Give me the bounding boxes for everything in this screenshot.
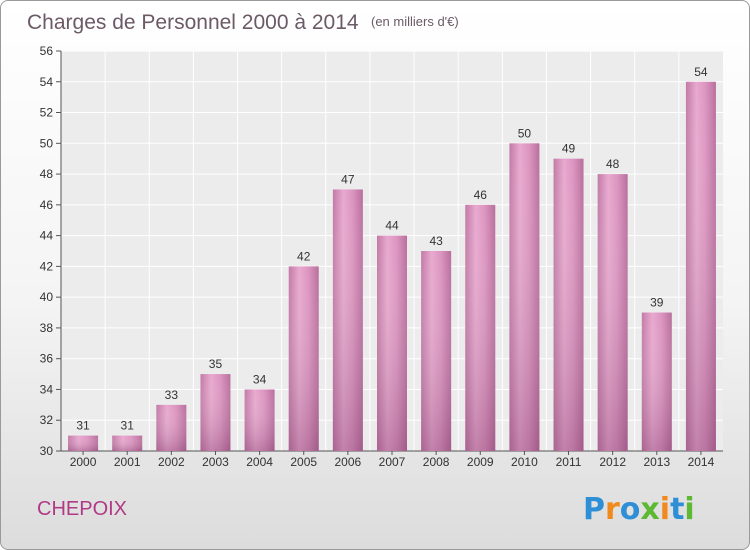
x-tick-label: 2007 xyxy=(379,455,406,469)
bar-shade xyxy=(597,174,628,452)
x-tick-label: 2013 xyxy=(643,455,670,469)
bar-shade xyxy=(685,81,716,452)
bar-shade xyxy=(112,435,143,451)
data-label: 31 xyxy=(121,419,135,433)
data-label: 39 xyxy=(650,296,664,310)
x-tick-label: 2012 xyxy=(599,455,626,469)
data-label: 42 xyxy=(297,249,311,263)
x-tick-label: 2011 xyxy=(556,455,582,469)
label-layer: 31 31 33 35 34 42 47 44 43 46 50 49 48 39 54 xyxy=(76,65,708,433)
data-label: 47 xyxy=(341,172,355,186)
commune-name: CHEPOIX xyxy=(37,498,127,520)
bar-shade xyxy=(421,251,452,451)
bar-layer xyxy=(68,81,716,452)
logo-letter: o xyxy=(620,492,641,527)
data-label: 44 xyxy=(385,219,399,233)
y-tick-label: 52 xyxy=(40,106,54,120)
y-tick-label: 34 xyxy=(40,382,54,396)
bar-shade xyxy=(553,158,584,451)
data-label: 50 xyxy=(518,126,532,140)
data-label: 48 xyxy=(606,157,620,171)
x-tick-label: 2004 xyxy=(246,455,273,469)
data-label: 49 xyxy=(562,142,576,156)
x-tick-label: 2009 xyxy=(467,455,494,469)
y-tick-label: 50 xyxy=(40,136,54,150)
y-tick-label: 54 xyxy=(40,75,54,89)
bar-shade xyxy=(465,204,496,451)
logo-letter: r xyxy=(605,492,620,527)
data-label: 43 xyxy=(429,234,443,248)
y-tick-label: 30 xyxy=(40,444,54,458)
bar-shade xyxy=(244,389,275,451)
y-tick-label: 40 xyxy=(40,290,54,304)
x-tick-label: 2014 xyxy=(688,455,715,469)
x-tick-label: 2010 xyxy=(511,455,538,469)
x-tick-label: 2003 xyxy=(202,455,229,469)
data-label: 31 xyxy=(76,419,90,433)
bar-shade xyxy=(641,312,672,451)
data-label: 54 xyxy=(694,65,708,79)
x-tick-label: 2005 xyxy=(290,455,317,469)
bar-shade xyxy=(509,143,540,452)
x-tick-label: 2002 xyxy=(158,455,185,469)
bar-shade xyxy=(288,266,319,451)
logo-letter: i xyxy=(660,492,670,527)
y-tick-label: 38 xyxy=(40,321,54,335)
y-tick-label: 32 xyxy=(40,413,54,427)
logo-letter: t xyxy=(670,492,684,527)
bar-shade xyxy=(68,435,99,451)
x-tick-label: 2001 xyxy=(114,455,141,469)
logo-letter: i xyxy=(684,492,694,527)
data-label: 46 xyxy=(474,188,488,202)
logo-letter: x xyxy=(640,492,659,527)
data-label: 35 xyxy=(209,357,223,371)
bar-shade xyxy=(200,374,231,451)
x-tick-label: 2008 xyxy=(423,455,450,469)
chart-subtitle: (en milliers d'€) xyxy=(371,14,459,29)
bar-shade xyxy=(376,235,408,451)
y-tick-label: 42 xyxy=(40,259,54,273)
y-tick-label: 44 xyxy=(40,229,54,243)
x-tick-label: 2006 xyxy=(335,455,362,469)
bar-shade xyxy=(156,404,187,451)
bar-shade xyxy=(332,189,363,451)
logo-letter: P xyxy=(583,492,605,527)
data-label: 34 xyxy=(253,372,267,386)
y-tick-label: 46 xyxy=(40,198,54,212)
proxiti-logo: Proxiti xyxy=(583,492,695,527)
y-tick-label: 56 xyxy=(40,44,54,58)
y-tick-label: 36 xyxy=(40,352,54,366)
chart-title: Charges de Personnel 2000 à 2014 xyxy=(27,11,359,34)
y-tick-label: 48 xyxy=(40,167,54,181)
data-label: 33 xyxy=(165,388,179,402)
x-tick-label: 2000 xyxy=(70,455,97,469)
